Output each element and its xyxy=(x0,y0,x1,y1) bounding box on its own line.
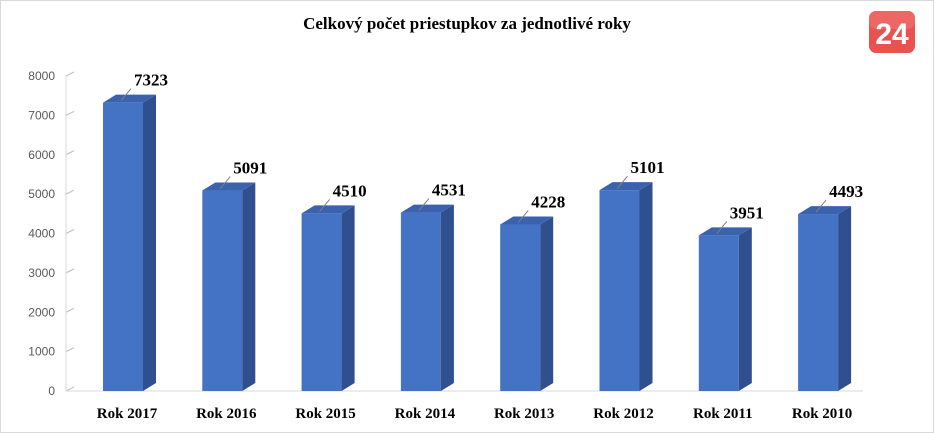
bar-top xyxy=(202,182,256,191)
x-axis: Rok 2017 Rok 2016 Rok 2015 Rok 2014 Rok 2013… xyxy=(97,406,853,422)
bar-top xyxy=(103,94,156,103)
bar-side xyxy=(540,216,554,391)
data-label-leader xyxy=(815,199,827,213)
bars xyxy=(103,94,852,392)
bar-top xyxy=(798,206,852,215)
x-tick-label: Rok 2017 xyxy=(97,406,158,422)
y-tick-mark xyxy=(65,347,75,353)
data-label: 3951 xyxy=(730,203,764,222)
bar-front xyxy=(500,224,541,391)
bar-side xyxy=(143,94,156,392)
y-tick-label: 3000 xyxy=(28,266,55,280)
y-tick-mark xyxy=(65,110,75,116)
y-tick-label: 0 xyxy=(48,384,55,398)
bar-top xyxy=(698,227,752,236)
y-tick-mark xyxy=(65,71,75,77)
data-label-leader xyxy=(418,198,430,211)
y-tick-label: 2000 xyxy=(28,305,55,319)
y-tick-mark xyxy=(65,307,75,313)
x-tick-label: Rok 2012 xyxy=(593,406,653,422)
bar-front xyxy=(301,213,342,391)
data-label-leader xyxy=(617,175,628,189)
x-tick-label: Rok 2015 xyxy=(295,406,355,422)
chart-title: Celkový počet priestupkov za jednotlivé … xyxy=(303,14,631,33)
bar-side xyxy=(738,227,752,391)
bar-front xyxy=(798,214,839,391)
logo-24-icon: 24 xyxy=(869,11,915,53)
y-axis: 0 1000 2000 3000 4000 5000 6000 7000 8000 xyxy=(28,69,863,398)
y-tick-label: 1000 xyxy=(28,345,55,359)
bar-front xyxy=(698,235,739,391)
data-label: 4228 xyxy=(531,193,565,212)
data-label-leader xyxy=(716,221,728,234)
data-label-leader xyxy=(517,210,529,223)
x-tick-label: Rok 2013 xyxy=(494,406,554,422)
bar-top xyxy=(599,182,653,191)
bar-front xyxy=(103,102,143,392)
x-tick-label: Rok 2010 xyxy=(792,406,852,422)
bar-side xyxy=(639,182,653,391)
bar-side xyxy=(838,206,852,391)
bar-front xyxy=(599,190,640,391)
y-tick-label: 6000 xyxy=(28,148,55,162)
bar-side xyxy=(440,204,454,391)
data-label: 7323 xyxy=(134,71,168,90)
y-tick-label: 8000 xyxy=(28,69,55,83)
x-tick-label: Rok 2011 xyxy=(693,406,753,422)
bar-front xyxy=(400,212,441,391)
data-label: 4531 xyxy=(432,181,466,200)
bar-front xyxy=(202,190,243,391)
y-tick-mark xyxy=(65,268,75,274)
data-label-leader xyxy=(219,176,231,189)
x-tick-label: Rok 2014 xyxy=(395,406,456,422)
y-tick-mark xyxy=(65,189,75,195)
data-label-leader xyxy=(120,88,132,101)
data-label: 5101 xyxy=(631,158,665,177)
data-label: 4510 xyxy=(333,181,367,200)
data-labels: 7323 5091 4510 4531 4228 5101 3951 4493 xyxy=(120,71,863,234)
bar-top xyxy=(500,216,554,225)
logo-text: 24 xyxy=(875,18,909,51)
bar-side xyxy=(341,205,355,391)
y-tick-label: 5000 xyxy=(28,187,55,201)
y-tick-mark xyxy=(65,229,75,234)
y-tick-label: 7000 xyxy=(28,108,55,122)
bar-top xyxy=(301,205,355,214)
x-tick-label: Rok 2016 xyxy=(196,406,257,422)
y-tick-label: 4000 xyxy=(28,227,55,241)
y-tick-mark xyxy=(65,386,75,392)
data-label: 5091 xyxy=(233,159,267,178)
data-label: 4493 xyxy=(829,182,863,201)
bar-side xyxy=(242,182,256,391)
bar-top xyxy=(400,204,454,213)
y-tick-mark xyxy=(65,150,75,156)
data-label-leader xyxy=(319,199,330,212)
